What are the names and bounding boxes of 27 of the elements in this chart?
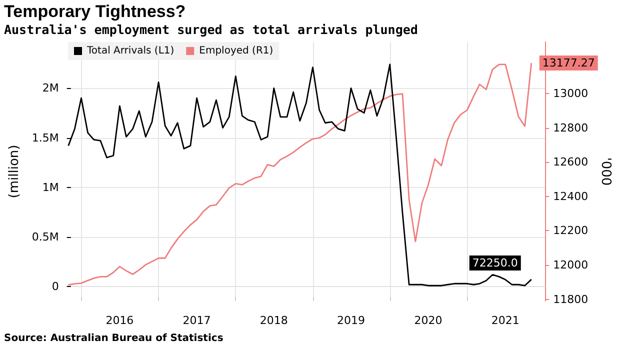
y-tick-label: 1.5M (32, 131, 59, 144)
y2-tick-label: 11800 (553, 292, 588, 306)
y-axis-title: (million) (7, 144, 22, 198)
chart-title: Temporary Tightness? (4, 2, 186, 22)
chart-subtitle: Australia's employment surged as total arrivals plunged (4, 22, 418, 37)
y2-tick-label: 12400 (553, 190, 588, 203)
x-tick-label: 2018 (260, 314, 288, 327)
data-label: 13177.27 (542, 56, 595, 70)
x-tick-label: 2021 (491, 314, 520, 327)
y2-axis-title: '000 (598, 157, 613, 186)
y2-tick-label: 12600 (553, 156, 588, 169)
y-tick-label: 0.5M (32, 230, 59, 244)
legend-label: Employed (R1) (199, 46, 274, 56)
y2-tick-label: 12000 (553, 258, 588, 272)
x-tick-label: 2017 (182, 314, 211, 327)
x-tick-label: 2019 (336, 314, 365, 327)
y-tick-label: 0 (52, 280, 59, 294)
x-tick-label: 2016 (106, 314, 134, 327)
y2-tick-label: 12200 (553, 224, 588, 238)
y-tick-label: 1M (42, 180, 59, 194)
y2-tick-label: 13000 (553, 86, 588, 100)
y-tick-label: 2M (42, 82, 59, 95)
y2-tick-label: 12800 (553, 121, 588, 134)
source-note: Source: Australian Bureau of Statistics (4, 333, 224, 344)
data-label: 72250.0 (472, 256, 518, 270)
x-tick-label: 2020 (414, 314, 442, 327)
legend-label: Total Arrivals (L1) (86, 46, 174, 56)
